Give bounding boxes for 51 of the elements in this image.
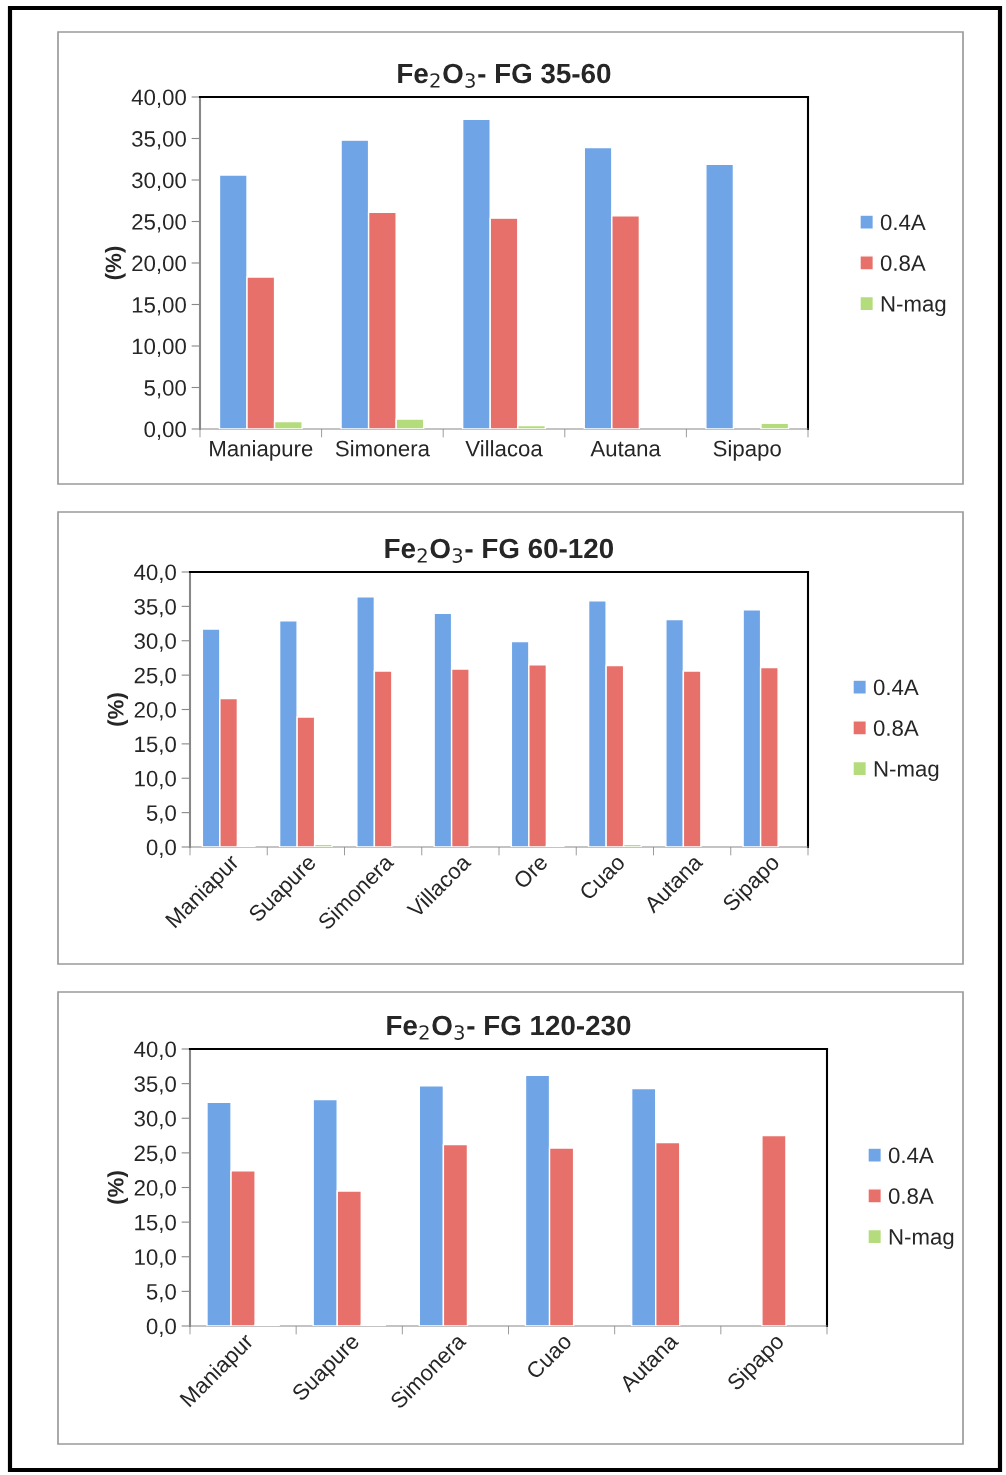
chart-title: Fe$_{2}$O$_{3}$- FG 120-230 xyxy=(387,1015,631,1040)
bar xyxy=(761,1134,787,1326)
y-axis-title: (%) xyxy=(107,1171,128,1204)
x-tick-label: Maniapure xyxy=(210,440,313,461)
y-tick-label: 0,0 xyxy=(146,839,176,858)
y-tick-label: 0,0 xyxy=(146,1318,176,1337)
legend-label: N-mag xyxy=(881,296,946,317)
legend-label: 0.4A xyxy=(873,679,919,696)
y-tick-label: 5,0 xyxy=(146,1283,176,1303)
y-tick-label: 25,0 xyxy=(134,1145,176,1164)
y-tick-label: 10,0 xyxy=(135,770,176,790)
y-tick-label: 20,0 xyxy=(134,1180,176,1199)
legend-label: 0.8A xyxy=(873,720,919,736)
y-tick-label: 30,0 xyxy=(134,1110,176,1130)
legend-label: 0.4A xyxy=(880,214,926,231)
y-tick-label: 40,00 xyxy=(131,89,186,108)
y-tick-label: 35,0 xyxy=(134,598,176,618)
bar xyxy=(760,422,790,429)
x-tick-label: Ore xyxy=(512,853,549,890)
y-tick-label: 30,0 xyxy=(134,633,176,652)
y-axis-title: (%) xyxy=(104,246,126,280)
x-tick-label: Simonera xyxy=(335,440,430,457)
chart-title: Fe$_{2}$O$_{3}$- FG 60-120 xyxy=(385,538,614,563)
y-tick-label: 40,0 xyxy=(134,564,176,583)
y-tick-label: 10,0 xyxy=(135,1249,176,1268)
x-tick-label: Autana xyxy=(590,440,661,457)
y-axis-title: (%) xyxy=(107,693,128,726)
legend-label: N-mag xyxy=(889,1229,954,1250)
y-tick-label: 5,00 xyxy=(144,380,186,399)
y-tick-label: 40,0 xyxy=(134,1041,176,1060)
x-tick-label: Villacoa xyxy=(465,440,543,457)
legend-label: N-mag xyxy=(874,761,939,782)
y-tick-label: 15,0 xyxy=(135,736,176,755)
legend-label: 0.4A xyxy=(888,1147,934,1164)
x-tick-label: Sipapo xyxy=(713,440,781,461)
y-tick-label: 35,0 xyxy=(134,1076,176,1095)
y-tick-label: 35,00 xyxy=(132,131,186,150)
legend-label: 0.8A xyxy=(880,255,926,271)
y-tick-label: 15,0 xyxy=(135,1214,176,1234)
y-tick-label: 30,00 xyxy=(132,172,186,191)
y-tick-label: 15,00 xyxy=(132,297,186,316)
y-tick-label: 25,0 xyxy=(134,667,176,687)
bar xyxy=(705,163,735,429)
y-tick-label: 20,0 xyxy=(134,702,176,721)
y-tick-label: 10,00 xyxy=(132,338,186,357)
y-tick-label: 5,0 xyxy=(146,805,176,824)
legend-label: 0.8A xyxy=(888,1188,934,1204)
chart-title: Fe$_{2}$O$_{3}$- FG 35-60 xyxy=(398,63,611,88)
y-tick-label: 25,00 xyxy=(132,214,186,233)
y-tick-label: 0,00 xyxy=(144,421,186,440)
y-tick-label: 20,00 xyxy=(132,255,186,274)
